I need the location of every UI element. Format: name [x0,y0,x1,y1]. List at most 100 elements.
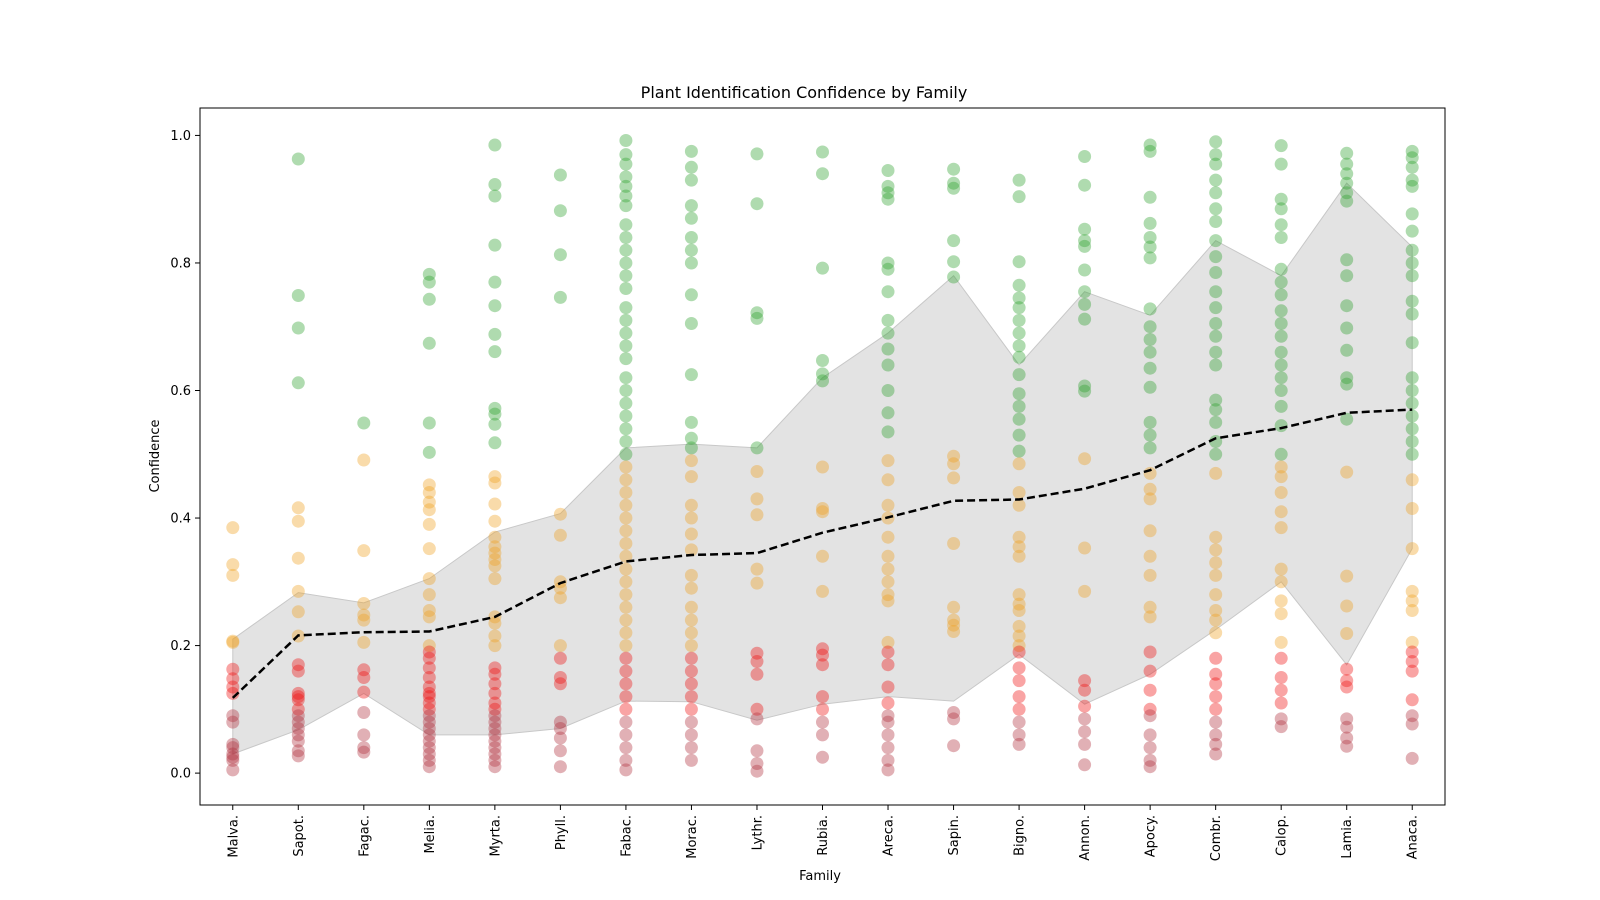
data-point [1012,530,1026,544]
data-point [947,471,961,485]
data-point [1405,396,1419,410]
data-point [422,722,436,735]
data-point [422,416,436,430]
data-point [1274,460,1288,474]
data-point [881,342,895,356]
data-point [291,693,305,707]
data-point [1274,345,1288,359]
data-point [619,134,633,147]
data-point [1340,157,1354,171]
data-point [684,144,698,158]
data-point [619,269,633,283]
data-point [1012,661,1026,675]
data-point [1209,435,1223,448]
data-point [1274,419,1288,433]
data-point [488,553,502,566]
data-point [947,739,961,753]
data-point [1012,278,1026,292]
data-point [881,549,895,563]
data-point [1209,157,1223,171]
data-point [291,690,305,704]
data-point [947,537,961,550]
data-point [816,367,829,381]
data-point [619,524,633,538]
confidence-band-layer [232,182,1413,755]
data-point [1209,568,1223,582]
data-point [1274,696,1288,710]
data-point [750,441,764,455]
data-point [357,544,371,558]
data-point [226,715,240,729]
data-point [619,352,633,366]
data-point [1274,635,1288,649]
data-point [488,753,502,767]
data-point [1405,207,1419,221]
data-point [1143,190,1157,204]
data-point [1405,307,1419,321]
data-point [226,737,240,751]
data-point [684,498,698,512]
data-point [684,741,698,755]
data-point [1274,594,1288,608]
data-point [1143,441,1157,455]
data-point [1340,321,1354,335]
data-point [1012,629,1026,643]
data-point [619,148,633,162]
data-point [1340,680,1354,694]
data-point [684,454,698,468]
data-point [1143,753,1157,767]
data-point [1274,470,1288,484]
data-point [1340,343,1354,357]
x-tick-label: Fabac. [619,815,634,857]
data-point [816,728,829,742]
data-point [1143,428,1157,442]
data-point [619,498,633,512]
data-point [553,760,567,774]
data-point [1143,600,1157,614]
data-point [291,749,305,763]
data-point [947,449,961,463]
data-point [422,661,436,675]
data-point [816,460,829,474]
data-point [1209,358,1223,372]
data-point [1405,422,1419,436]
data-point [1209,466,1223,480]
data-point [1078,312,1092,326]
x-tick-label: Malva. [226,815,241,858]
data-point [488,401,502,415]
data-point [357,728,371,742]
data-point [1274,288,1288,302]
data-point [1209,556,1223,570]
data-point [1274,218,1288,232]
data-point [881,425,895,439]
data-point [1143,415,1157,429]
data-point [1012,457,1026,471]
data-point [488,530,502,544]
data-point [684,543,698,557]
data-point [422,486,436,499]
data-point [619,384,633,397]
data-point [1274,399,1288,413]
data-point [488,559,502,573]
data-point [1012,737,1026,751]
data-point [357,416,371,430]
data-point [1143,664,1157,678]
data-point [684,415,698,429]
data-point [1209,415,1223,429]
data-point [357,453,371,467]
data-point [1012,486,1026,499]
data-point [684,715,698,729]
data-point [684,568,698,582]
data-point [488,189,502,203]
data-point [1405,294,1419,308]
data-point [291,289,305,302]
data-point [619,651,633,665]
data-point [1209,651,1223,665]
data-point [226,680,240,694]
data-point [1405,594,1419,608]
data-point [684,581,698,595]
data-point [1078,699,1092,713]
data-point [553,731,567,745]
y-tick-label: 1.0 [170,129,191,144]
